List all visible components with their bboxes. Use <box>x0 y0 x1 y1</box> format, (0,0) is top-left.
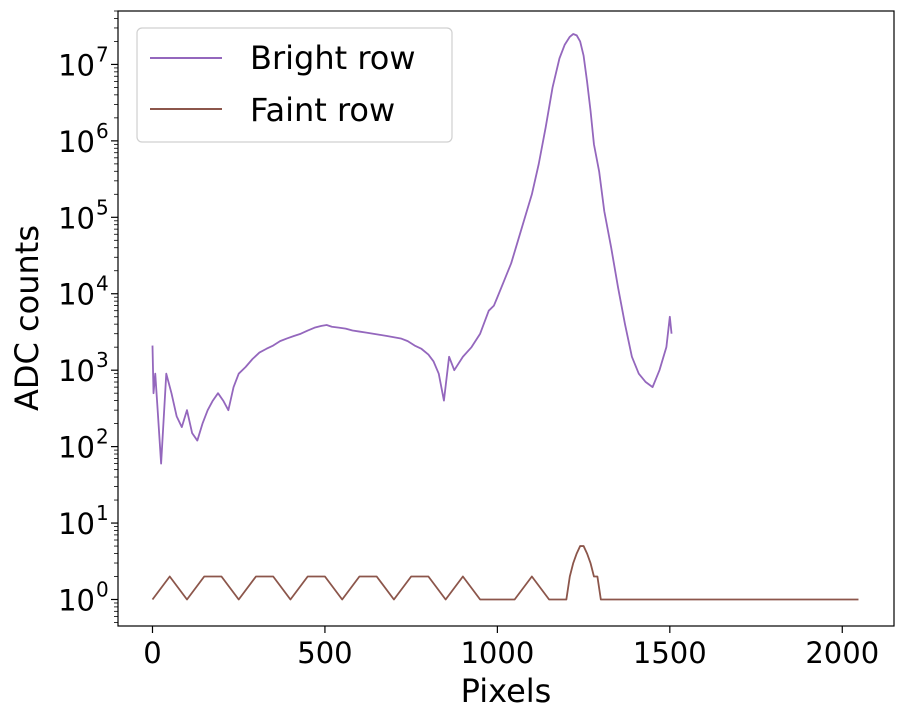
y-tick-exponent: 6 <box>96 119 109 143</box>
x-tick-label: 500 <box>297 636 352 670</box>
y-tick-label: 10 <box>58 201 95 235</box>
legend-box <box>136 27 453 143</box>
x-tick-label: 2000 <box>805 636 879 670</box>
y-tick-exponent: 1 <box>96 501 109 525</box>
x-axis-ticks: 0 500 1000 1500 2000 <box>143 626 879 670</box>
y-tick-label: 10 <box>58 431 95 465</box>
y-tick-label: 10 <box>58 354 95 388</box>
legend-label-bright-row: Bright row <box>250 39 416 77</box>
x-tick-label: 1500 <box>633 636 707 670</box>
y-tick-exponent: 4 <box>96 272 109 296</box>
series-line-1 <box>151 545 859 601</box>
y-axis-minor-ticks <box>114 10 118 623</box>
legend: Bright row Faint row <box>136 27 453 143</box>
series-layer <box>151 33 859 601</box>
y-axis-label: ADC counts <box>8 225 46 411</box>
y-tick-exponent: 2 <box>96 425 109 449</box>
y-tick-exponent: 7 <box>96 42 109 66</box>
x-tick-label: 1000 <box>460 636 534 670</box>
plot-frame <box>117 10 895 627</box>
y-tick-exponent: 0 <box>96 577 109 601</box>
series-line-0 <box>151 33 673 465</box>
y-tick-label: 10 <box>58 583 95 617</box>
y-tick-label: 10 <box>58 48 95 82</box>
y-tick-label: 10 <box>58 125 95 159</box>
x-tick-label: 0 <box>143 636 161 670</box>
y-tick-label: 10 <box>58 278 95 312</box>
legend-label-faint-row: Faint row <box>250 91 395 129</box>
y-tick-label: 10 <box>58 507 95 541</box>
y-tick-exponent: 3 <box>96 348 109 372</box>
y-tick-exponent: 5 <box>96 195 109 219</box>
x-axis-label: Pixels <box>461 672 552 710</box>
